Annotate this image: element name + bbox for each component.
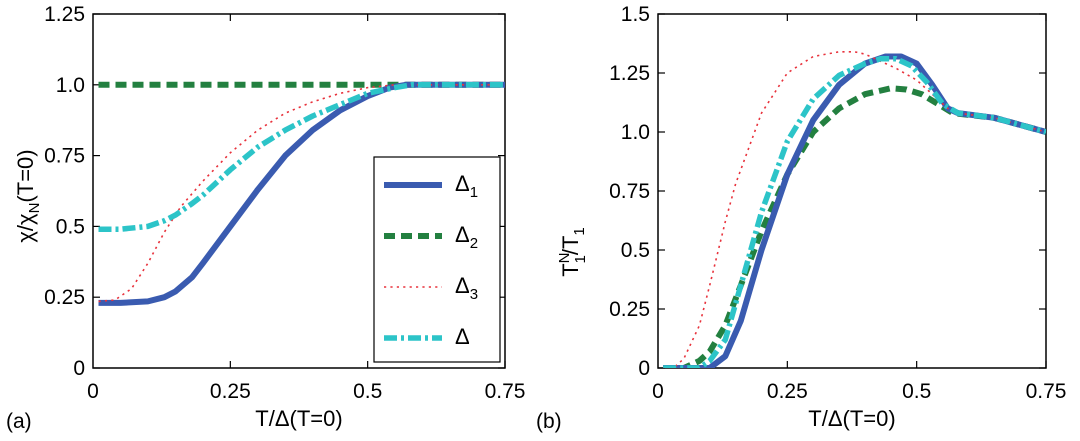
panel-a-x-axis-label: T/Δ(T=0) — [255, 406, 342, 431]
legend: Δ1 Δ2 Δ3 Δ — [373, 156, 501, 363]
legend-label-delta: Δ — [455, 324, 470, 349]
panel-a-x-tick-label: 0.5 — [353, 380, 382, 403]
panel-b-x-tick-label: 0 — [652, 380, 664, 403]
panel-a-y-tick-label: 1.0 — [56, 74, 85, 97]
legend-label-delta3: Δ3 — [455, 273, 478, 303]
panel-b-y-tick-label: 0.25 — [609, 298, 650, 321]
legend-label-delta2: Δ2 — [455, 222, 478, 252]
panel-b-chart: 0 0.25 0.5 0.75 1.0 1.25 1.5 0 0.25 0.5 0.75 T/Δ(T… — [536, 3, 1066, 433]
panel-a-y-tick-label: 0.25 — [44, 286, 85, 309]
panel-b-x-tick-label: 0.75 — [1026, 380, 1067, 403]
legend-box — [373, 156, 501, 363]
panel-a-y-axis-label: χ/χN(T=0) — [13, 149, 43, 242]
panel-b-series-delta2 — [663, 85, 1046, 368]
panel-b-y-tick-label: 0.75 — [609, 180, 650, 203]
panel-a-y-tick-label: 0.75 — [44, 145, 85, 168]
panel-a-series-delta — [98, 82, 505, 232]
panel-b-y-axis-label: TN1/T1 — [556, 227, 589, 277]
legend-label-delta1: Δ1 — [455, 171, 478, 201]
panel-b-x-axis-label: T/Δ(T=0) — [808, 406, 895, 431]
panel-a-chart: 0 0.25 0.5 0.75 1.0 1.25 0 0.25 0.5 0.75 T/Δ(T=0)… — [6, 3, 525, 433]
panel-a-x-tick-label: 0.25 — [210, 380, 251, 403]
panel-a-y-tick-label: 0.5 — [56, 215, 85, 238]
panel-b-series-delta3 — [663, 50, 1046, 368]
panel-b-y-tick-label: 1.5 — [621, 3, 650, 26]
panel-a-series-delta3 — [98, 84, 505, 303]
panel-a-x-tick-label: 0.75 — [485, 380, 526, 403]
panel-b-y-tick-label: 1.25 — [609, 62, 650, 85]
panel-b-y-tick-label: 0 — [638, 357, 650, 380]
panel-b-x-tick-label: 0.5 — [902, 380, 931, 403]
panel-b-y-tick-label: 1.0 — [621, 121, 650, 144]
panel-a-x-tick-label: 0 — [87, 380, 99, 403]
panel-b-y-tick-label: 0.5 — [621, 239, 650, 262]
panel-b-label: (b) — [536, 410, 562, 433]
panel-b-x-tick-label: 0.25 — [767, 380, 808, 403]
panel-b-plot-frame — [657, 13, 1047, 369]
panel-a-y-tick-label: 1.25 — [44, 3, 85, 26]
panel-a-label: (a) — [6, 410, 32, 433]
panel-a-y-tick-label: 0 — [73, 357, 85, 380]
